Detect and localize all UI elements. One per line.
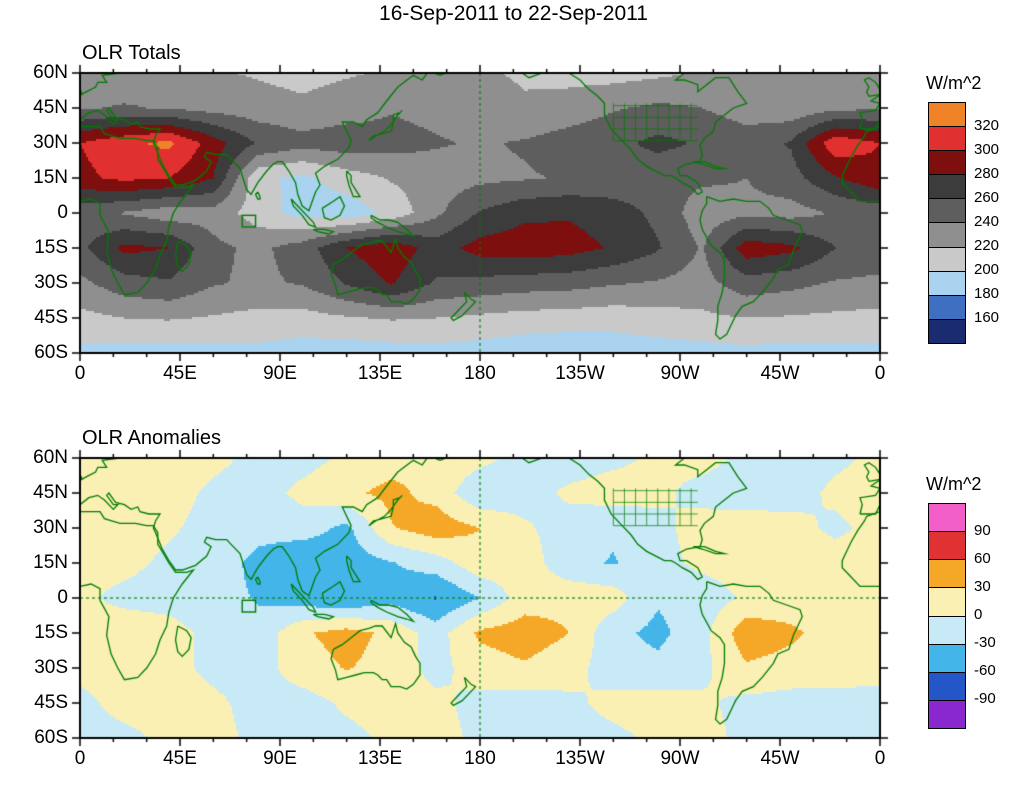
- colorbar-bar-anomalies: [928, 503, 966, 729]
- colorbar-tick-label: 90: [974, 522, 991, 539]
- colorbar-tick-label: -60: [974, 662, 996, 679]
- lon-tick-text: 45W: [760, 363, 800, 384]
- olr-anomalies-map: [70, 448, 890, 748]
- lat-tick-label: 15S: [34, 622, 68, 643]
- lat-tick-label: 30S: [34, 657, 68, 678]
- lon-tick-text: 45E: [163, 363, 197, 384]
- colorbar-tick-label: 60: [974, 550, 991, 567]
- olr-anomalies-panel: OLR Anomalies 60N 45N 30N 15N 0 15S 30S 45S 60S …: [33, 427, 890, 769]
- lat-tick-label: 30N: [33, 132, 68, 153]
- latitude-axis-labels-totals: 60N 45N 30N 15N 0 15S 30S 45S 60S: [33, 62, 68, 364]
- lat-tick-label: 30N: [33, 517, 68, 538]
- olr-totals-title: OLR Totals: [82, 42, 181, 64]
- lat-tick-label: 0: [57, 202, 68, 223]
- colorbar-segment: [929, 222, 965, 247]
- colorbar-units-totals: W/m^2: [926, 73, 982, 93]
- colorbar-segment: [929, 270, 965, 295]
- colorbar-segment: [929, 126, 965, 151]
- lon-tick-text: 135W: [555, 363, 605, 384]
- lon-tick-text: 0: [874, 748, 886, 769]
- lon-tick-text: 180: [464, 363, 496, 384]
- colorbar-tick-label: 280: [974, 165, 1000, 182]
- colorbar-segment: [929, 294, 965, 319]
- colorbar-bar-totals: [928, 102, 966, 344]
- colorbar-tick-label: -30: [974, 634, 996, 651]
- olr-totals-map: [70, 63, 890, 363]
- colorbar-tick-label: 160: [974, 309, 1000, 326]
- lon-tick-text: 90W: [660, 363, 700, 384]
- lat-tick-label: 60N: [33, 447, 68, 468]
- lat-tick-label: 45N: [33, 482, 68, 503]
- colorbar-tick-label: 320: [974, 117, 1000, 134]
- colorbar-segment: [929, 587, 965, 616]
- lat-tick-label: 60S: [34, 342, 68, 363]
- colorbar-units-anomalies: W/m^2: [926, 474, 982, 494]
- lat-tick-label: 30S: [34, 272, 68, 293]
- colorbar-segment: [929, 150, 965, 175]
- lon-tick-text: 90W: [660, 748, 700, 769]
- colorbar-tick-label: -90: [974, 690, 996, 707]
- lat-tick-label: 15N: [33, 167, 68, 188]
- colorbar-tick-label: 30: [974, 578, 991, 595]
- colorbar-segment: [929, 615, 965, 644]
- longitude-axis-labels-totals: 0 45E 90E 135E 180 135W 90W 45W 0: [75, 363, 886, 385]
- colorbar-tick-label: 0: [974, 606, 983, 623]
- olr-anomalies-title: OLR Anomalies: [82, 427, 221, 449]
- olr-totals-colorbar: W/m^2 320 300 280 260 240 220 200 180 160: [926, 73, 999, 344]
- colorbar-segment: [929, 198, 965, 223]
- lon-tick-text: 90E: [263, 363, 297, 384]
- lon-tick-text: 45E: [163, 748, 197, 769]
- colorbar-segment: [929, 531, 965, 560]
- colorbar-segment: [929, 671, 965, 700]
- lat-tick-label: 45S: [34, 692, 68, 713]
- colorbar-tick-label: 300: [974, 141, 1000, 158]
- colorbar-segment: [929, 699, 965, 728]
- lon-tick-text: 135W: [555, 748, 605, 769]
- colorbar-segment: [929, 318, 965, 343]
- lat-tick-label: 60N: [33, 62, 68, 83]
- colorbar-labels-totals: 320 300 280 260 240 220 200 180 160: [974, 118, 999, 326]
- lon-tick-text: 135E: [357, 748, 403, 769]
- colorbar-labels-anomalies: 90 60 30 0 -30 -60 -90: [974, 523, 996, 707]
- colorbar-tick-label: 260: [974, 189, 1000, 206]
- longitude-axis-labels-anomalies: 0 45E 90E 135E 180 135W 90W 45W 0: [75, 748, 886, 770]
- olr-totals-panel: OLR Totals 60N 45N 30N 15N 0 15S 30S 45S 60S 0 4…: [33, 42, 890, 384]
- colorbar-segment: [929, 174, 965, 199]
- colorbar-segment: [929, 103, 965, 127]
- lon-tick-text: 0: [874, 363, 886, 384]
- lon-tick-text: 180: [464, 748, 496, 769]
- colorbar-tick-label: 200: [974, 261, 1000, 278]
- lat-tick-label: 60S: [34, 727, 68, 748]
- page-title: 16-Sep-2011 to 22-Sep-2011: [379, 2, 648, 25]
- colorbar-tick-label: 180: [974, 285, 1000, 302]
- lon-tick-text: 0: [74, 363, 86, 384]
- olr-anomalies-colorbar: W/m^2 90 60 30 0 -30 -60 -90: [926, 474, 996, 729]
- colorbar-tick-label: 240: [974, 213, 1000, 230]
- colorbar-segment: [929, 559, 965, 588]
- latitude-axis-labels-anomalies: 60N 45N 30N 15N 0 15S 30S 45S 60S: [33, 447, 68, 749]
- lat-tick-label: 45N: [33, 97, 68, 118]
- lon-tick-text: 90E: [263, 748, 297, 769]
- lat-tick-label: 0: [57, 587, 68, 608]
- colorbar-tick-label: 220: [974, 237, 1000, 254]
- colorbar-segment: [929, 643, 965, 672]
- lon-tick-text: 45W: [760, 748, 800, 769]
- lon-tick-text: 135E: [357, 363, 403, 384]
- colorbar-segment: [929, 504, 965, 532]
- lat-tick-label: 15N: [33, 552, 68, 573]
- lat-tick-label: 15S: [34, 237, 68, 258]
- colorbar-segment: [929, 246, 965, 271]
- lat-tick-label: 45S: [34, 307, 68, 328]
- lon-tick-text: 0: [74, 748, 86, 769]
